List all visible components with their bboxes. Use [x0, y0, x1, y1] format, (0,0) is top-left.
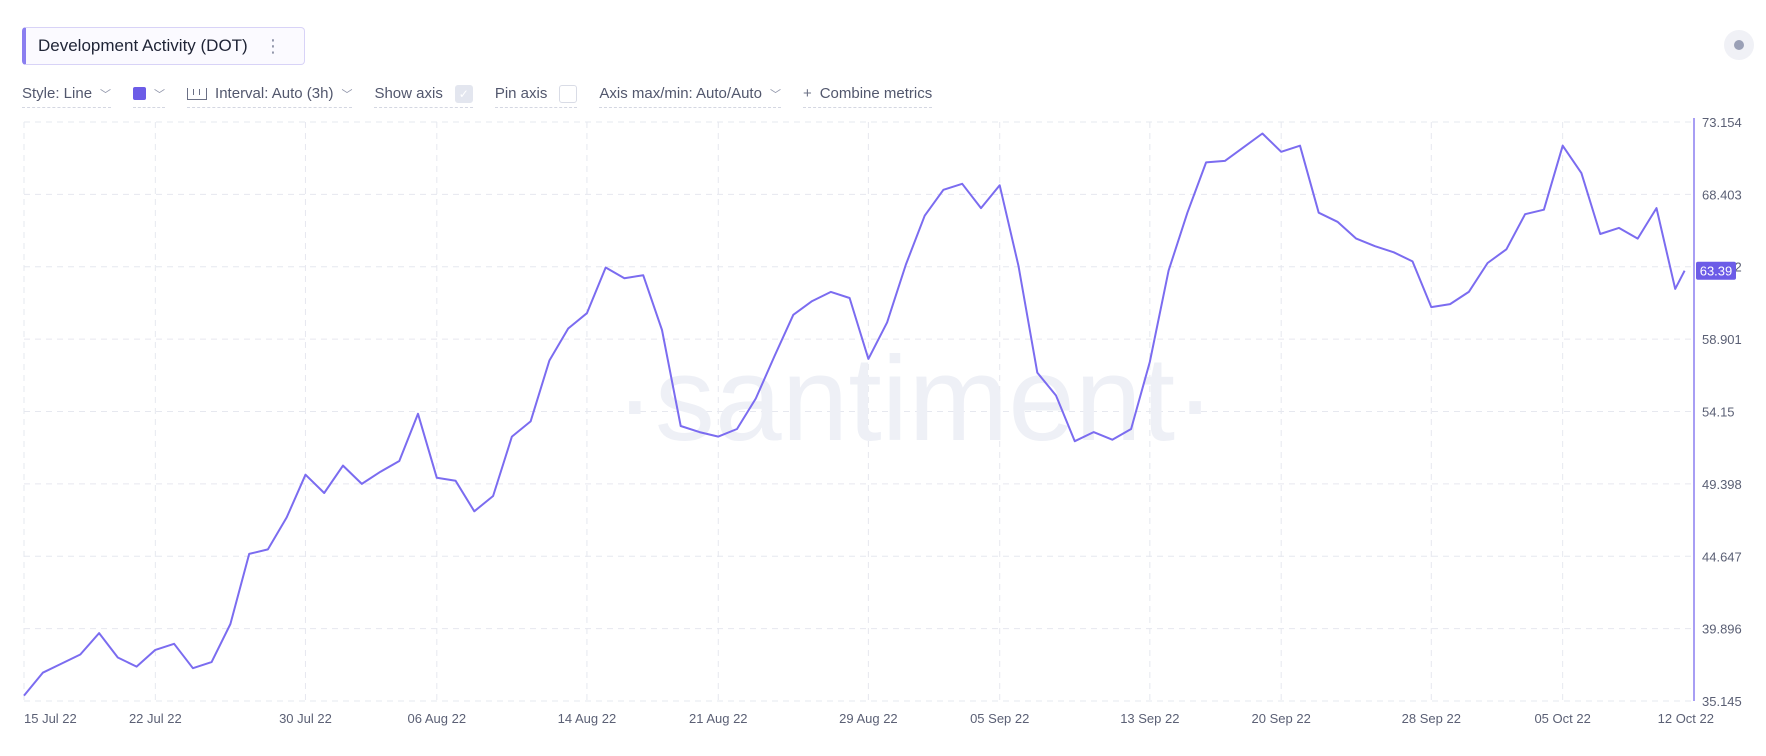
chevron-down-icon: ﹀	[154, 88, 166, 101]
y-tick-label: 35.145	[1702, 694, 1742, 709]
style-dropdown[interactable]: Style: Line ﹀	[22, 81, 112, 108]
metric-chip[interactable]: Development Activity (DOT) ⋮	[22, 27, 305, 65]
y-tick-label: 54.15	[1702, 404, 1735, 419]
y-tick-label: 58.901	[1702, 332, 1742, 347]
last-value-badge	[1696, 261, 1736, 280]
interval-label: Interval: Auto (3h)	[215, 85, 334, 102]
chevron-down-icon: ﹀	[769, 88, 781, 101]
chevron-down-icon: ﹀	[100, 88, 112, 101]
y-tick-label: 73.154	[1702, 115, 1742, 130]
settings-icon[interactable]	[1724, 30, 1754, 60]
x-tick-label: 22 Jul 22	[129, 711, 182, 726]
x-tick-label: 28 Sep 22	[1402, 711, 1461, 726]
interval-dropdown[interactable]: Interval: Auto (3h) ﹀	[187, 81, 353, 108]
series-line	[23, 132, 1686, 697]
style-label: Style: Line	[22, 85, 93, 102]
pin-axis-checkbox[interactable]	[559, 84, 578, 103]
metric-title: Development Activity (DOT)	[38, 36, 248, 55]
y-tick-label: 68.403	[1702, 187, 1742, 202]
x-tick-label: 12 Oct 22	[1658, 711, 1714, 726]
last-value-label: 63.39	[1700, 264, 1733, 279]
combine-metrics-label: Combine metrics	[819, 85, 933, 102]
chevron-down-icon: ﹀	[341, 88, 353, 101]
x-tick-label: 21 Aug 22	[689, 711, 748, 726]
x-tick-label: 14 Aug 22	[558, 711, 617, 726]
x-tick-label: 05 Sep 22	[970, 711, 1029, 726]
watermark: ·santiment·	[615, 332, 1215, 466]
x-tick-label: 05 Oct 22	[1534, 711, 1590, 726]
ruler-icon	[187, 87, 208, 100]
x-tick-label: 30 Jul 22	[279, 711, 332, 726]
color-swatch-icon	[133, 87, 147, 100]
show-axis-label: Show axis	[374, 85, 443, 102]
x-tick-label: 29 Aug 22	[839, 711, 898, 726]
axis-range-label: Axis max/min: Auto/Auto	[599, 85, 762, 102]
y-tick-label: 49.398	[1702, 477, 1742, 492]
color-picker[interactable]: ﹀	[133, 81, 166, 108]
chart-toolbar: Style: Line ﹀ ﹀ Interval: Auto (3h) ﹀ Sh…	[22, 80, 954, 108]
show-axis-checkbox[interactable]: ✓	[454, 84, 473, 103]
pin-axis-toggle[interactable]: Pin axis	[494, 81, 578, 108]
plus-icon: +	[802, 85, 812, 102]
x-tick-label: 13 Sep 22	[1120, 711, 1179, 726]
x-tick-label: 15 Jul 22	[24, 711, 77, 726]
axis-range-dropdown[interactable]: Axis max/min: Auto/Auto ﹀	[599, 81, 781, 108]
combine-metrics-button[interactable]: + Combine metrics	[802, 81, 933, 108]
y-tick-label: 39.896	[1702, 622, 1742, 637]
x-tick-label: 06 Aug 22	[408, 711, 467, 726]
circle-dot-icon	[1734, 40, 1744, 50]
show-axis-toggle[interactable]: Show axis ✓	[374, 81, 473, 108]
pin-axis-label: Pin axis	[494, 85, 548, 102]
x-tick-label: 20 Sep 22	[1252, 711, 1311, 726]
more-options-icon[interactable]: ⋮	[264, 36, 282, 56]
y-tick-label: 44.647	[1702, 549, 1742, 564]
